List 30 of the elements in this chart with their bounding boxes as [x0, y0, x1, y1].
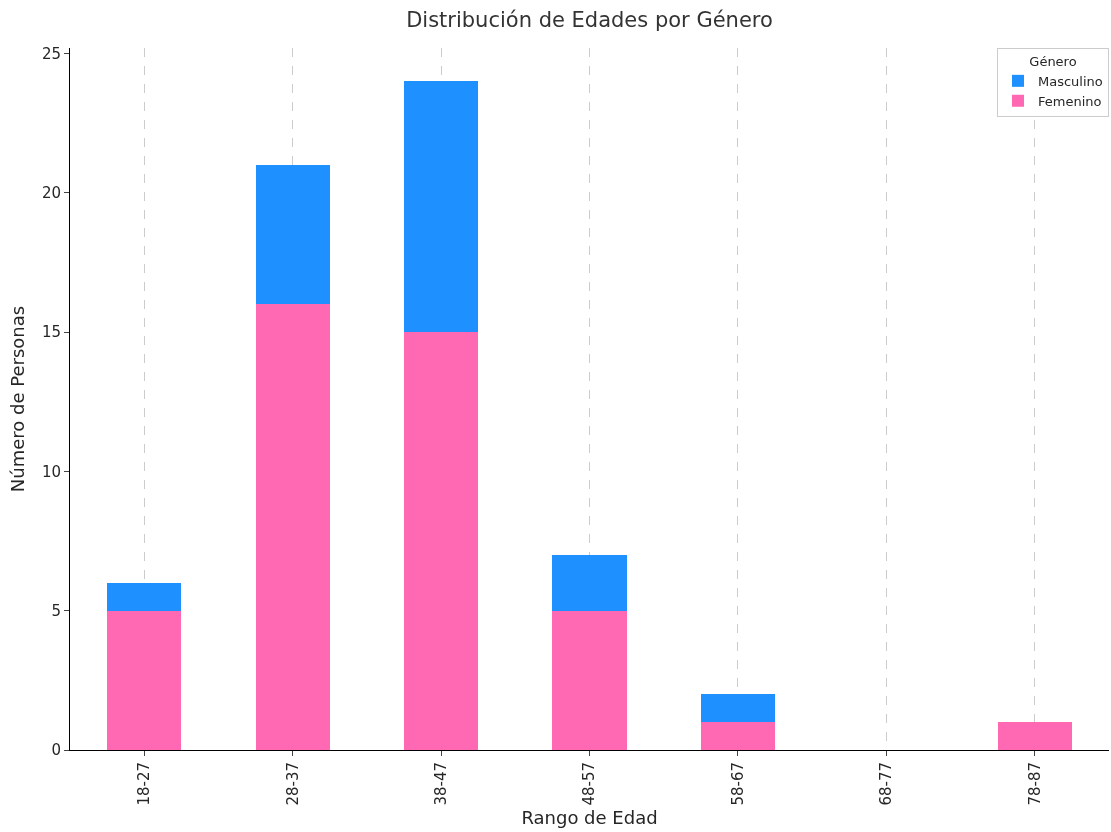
bar [403, 332, 479, 750]
bar [700, 694, 776, 723]
bar [552, 555, 627, 611]
x-tick-label: 58-67 [728, 762, 747, 806]
y-tick-label: 0 [51, 741, 61, 760]
bar [255, 304, 330, 750]
bar [255, 165, 330, 305]
legend-label: Masculino [1038, 73, 1103, 89]
x-tick-label: 78-87 [1025, 762, 1044, 806]
y-tick-label: 20 [41, 184, 61, 203]
bar [107, 582, 182, 611]
legend-label: Femenino [1038, 93, 1102, 109]
x-tick-label: 18-27 [135, 762, 154, 806]
bar [997, 722, 1072, 750]
bar [107, 610, 182, 750]
bar [403, 81, 479, 333]
y-tick-label: 15 [41, 323, 61, 342]
chart-title: Distribución de Edades por Género [406, 8, 773, 33]
bar [552, 610, 627, 750]
y-tick-label: 25 [41, 44, 61, 63]
x-tick-label: 38-47 [431, 762, 450, 806]
x-tick-label: 28-37 [283, 762, 302, 806]
y-tick-label: 5 [51, 601, 61, 620]
x-tick-label: 68-77 [877, 762, 896, 806]
y-tick-label: 10 [41, 462, 61, 481]
legend-title: Género [1029, 53, 1077, 69]
x-axis-title: Rango de Edad [521, 806, 658, 828]
bar [700, 722, 776, 750]
x-tick-label: 48-57 [580, 762, 599, 806]
y-axis-title: Número de Personas [7, 305, 28, 493]
